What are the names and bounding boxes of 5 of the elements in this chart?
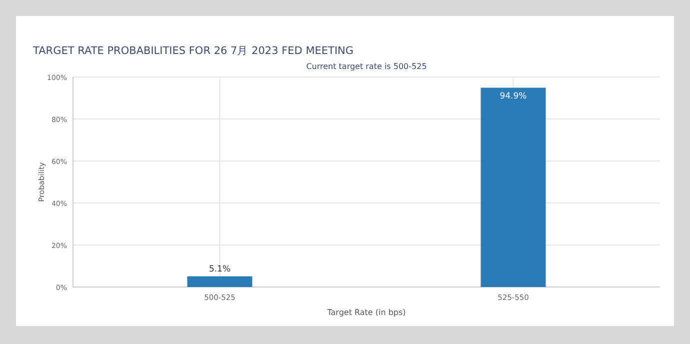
x-axis-title: Target Rate (in bps) bbox=[326, 308, 406, 317]
data-label: 94.9% bbox=[500, 92, 527, 102]
chart-title: TARGET RATE PROBABILITIES FOR 26 7月 2023 FED MEETING bbox=[32, 45, 354, 57]
data-label: 5.1% bbox=[208, 264, 231, 274]
chart-subtitle: Current target rate is 500-525 bbox=[306, 62, 427, 71]
